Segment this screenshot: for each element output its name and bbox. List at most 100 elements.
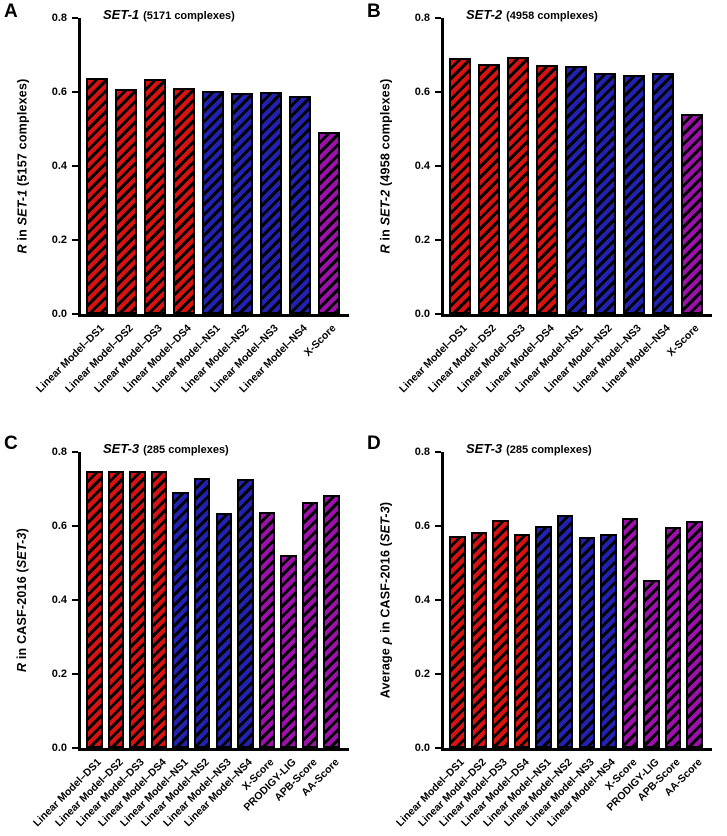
y-tick-label: 0.2 — [414, 234, 430, 246]
bar-Linear Model–DS3 — [492, 520, 509, 748]
bar-Linear Model–DS2 — [478, 63, 500, 314]
plot-area-A: SET-1 (5171 complexes) R in SET-1 (5157 c… — [15, 8, 349, 395]
panel-B: B SET-2 (4958 complexes) R in SET-2 (4958… — [363, 0, 727, 418]
bar-Linear Model–NS2 — [231, 93, 253, 314]
y-tick-mark — [435, 16, 441, 20]
y-tick-label: 0.8 — [414, 12, 430, 24]
bar-Linear Model–DS1 — [86, 470, 103, 748]
y-tick-label: 0.4 — [414, 160, 430, 172]
bar-Linear Model–DS4 — [513, 533, 531, 748]
bar-Linear Model–DS3 — [507, 57, 529, 314]
y-tick-mark — [72, 672, 78, 676]
y-tick-mark — [435, 598, 441, 602]
panel-letter-A: A — [4, 1, 18, 22]
chart-title-main: SET-2 — [466, 7, 503, 22]
y-axis-label-text: Average ρ in CASF-2016 (SET-3) — [378, 502, 392, 699]
plot-area-D: SET-3 (285 complexes) Average ρ in CASF-2… — [378, 442, 712, 829]
y-tick-mark — [435, 238, 441, 242]
chart-title-sub: (285 complexes) — [143, 444, 229, 456]
panel-C: C SET-3 (285 complexes) R in CASF-2016 (S… — [0, 418, 363, 836]
bar-Linear Model–DS4 — [173, 88, 195, 314]
chart-title-A: SET-1 (5171 complexes) — [103, 7, 235, 23]
y-tick-mark — [72, 16, 78, 20]
bar-APB-Score — [664, 527, 682, 748]
bar-Linear Model–DS1 — [449, 57, 471, 314]
y-axis-label-text: R in SET-1 (5157 complexes) — [15, 79, 29, 254]
y-tick-mark — [435, 164, 441, 168]
y-axis-label-part: (4958 complexes) — [378, 78, 393, 190]
y-axis-ticks: 0.0 0.2 0.4 0.6 0.8 — [415, 12, 712, 320]
bars — [444, 452, 712, 748]
y-axis-label-part: ) — [15, 527, 30, 533]
bar-Linear Model–DS3 — [129, 470, 146, 748]
bar-Linear Model–DS2 — [470, 531, 488, 748]
bar-X-Score — [318, 131, 340, 314]
y-tick-label: 0.8 — [414, 446, 430, 458]
y-tick-label: 0.6 — [51, 520, 67, 532]
y-tick-mark — [72, 90, 78, 94]
y-axis-label-part: R — [378, 244, 393, 254]
chart-title-sub: (5171 complexes) — [143, 10, 235, 22]
bar-Linear Model–NS3 — [578, 537, 596, 748]
y-axis-label: R in CASF-2016 (SET-3) — [9, 452, 35, 748]
y-axis-ticks: 0.0 0.2 0.4 0.6 0.8 — [52, 446, 349, 754]
y-tick-mark — [72, 164, 78, 168]
bar-X-Score — [681, 113, 703, 314]
y-tick-label: 0.4 — [51, 160, 67, 172]
y-axis-label-part: R — [15, 662, 30, 673]
bar-Linear Model–DS4 — [536, 65, 558, 314]
y-tick-label: 0.8 — [51, 12, 67, 24]
panel-letter-D: D — [367, 433, 381, 454]
y-axis-label-part: in CASF-2016 ( — [15, 568, 30, 663]
bar-Linear Model–NS2 — [193, 477, 211, 748]
y-tick-mark — [435, 312, 441, 316]
y-axis-label-part: SET-1 — [15, 189, 30, 226]
bar-Linear Model–NS1 — [202, 90, 224, 314]
y-tick-label: 0.6 — [414, 86, 430, 98]
y-tick-label: 0.4 — [51, 594, 67, 606]
y-axis-label-part: ) — [378, 501, 393, 507]
bar-Linear Model–NS1 — [565, 66, 587, 314]
y-axis-label-part: in — [15, 225, 30, 245]
bar-X-Score — [621, 518, 639, 748]
bar-AA-Score — [686, 520, 703, 748]
plot-area-C: SET-3 (285 complexes) R in CASF-2016 (SET… — [15, 442, 349, 829]
y-axis-label: Average ρ in CASF-2016 (SET-3) — [372, 452, 398, 748]
y-tick-mark — [435, 746, 441, 750]
y-axis-label-part: R — [15, 244, 30, 254]
bar-Linear Model–NS3 — [623, 74, 645, 314]
y-tick-mark — [72, 238, 78, 242]
bars — [444, 18, 712, 314]
bar-Linear Model–DS4 — [150, 470, 168, 748]
y-axis-label-text: R in SET-2 (4958 complexes) — [378, 79, 392, 254]
bar-Linear Model–NS4 — [600, 534, 617, 748]
y-tick-label: 0.0 — [51, 742, 67, 754]
bar-APB-Score — [301, 501, 319, 748]
bar-X-Score — [258, 511, 276, 748]
y-tick-mark — [72, 312, 78, 316]
bar-Linear Model–NS3 — [260, 91, 282, 314]
y-axis-label-part: Average — [378, 644, 393, 699]
y-tick-label: 0.0 — [51, 308, 67, 320]
y-axis-label: R in SET-2 (4958 complexes) — [372, 18, 398, 314]
bar-Linear Model–NS3 — [215, 512, 233, 748]
y-tick-label: 0.8 — [51, 446, 67, 458]
bar-Linear Model–NS1 — [172, 491, 189, 748]
y-axis-label-part: ρ — [378, 636, 393, 645]
y-axis-label-part: in CASF-2016 ( — [378, 541, 393, 637]
bar-Linear Model–DS2 — [107, 470, 125, 748]
bar-PRODIGY-LIG — [643, 580, 660, 748]
bar-PRODIGY-LIG — [280, 554, 297, 748]
y-tick-label: 0.2 — [51, 234, 67, 246]
chart-title-C: SET-3 (285 complexes) — [103, 441, 229, 457]
bar-Linear Model–DS2 — [115, 89, 137, 314]
bars — [81, 452, 349, 748]
y-tick-label: 0.0 — [414, 742, 430, 754]
y-tick-mark — [72, 746, 78, 750]
y-tick-mark — [435, 90, 441, 94]
chart-title-main: SET-3 — [103, 441, 140, 456]
y-axis-label-part: SET-3 — [15, 532, 30, 569]
y-axis-label-part: SET-2 — [378, 189, 393, 226]
chart-title-B: SET-2 (4958 complexes) — [466, 7, 598, 23]
